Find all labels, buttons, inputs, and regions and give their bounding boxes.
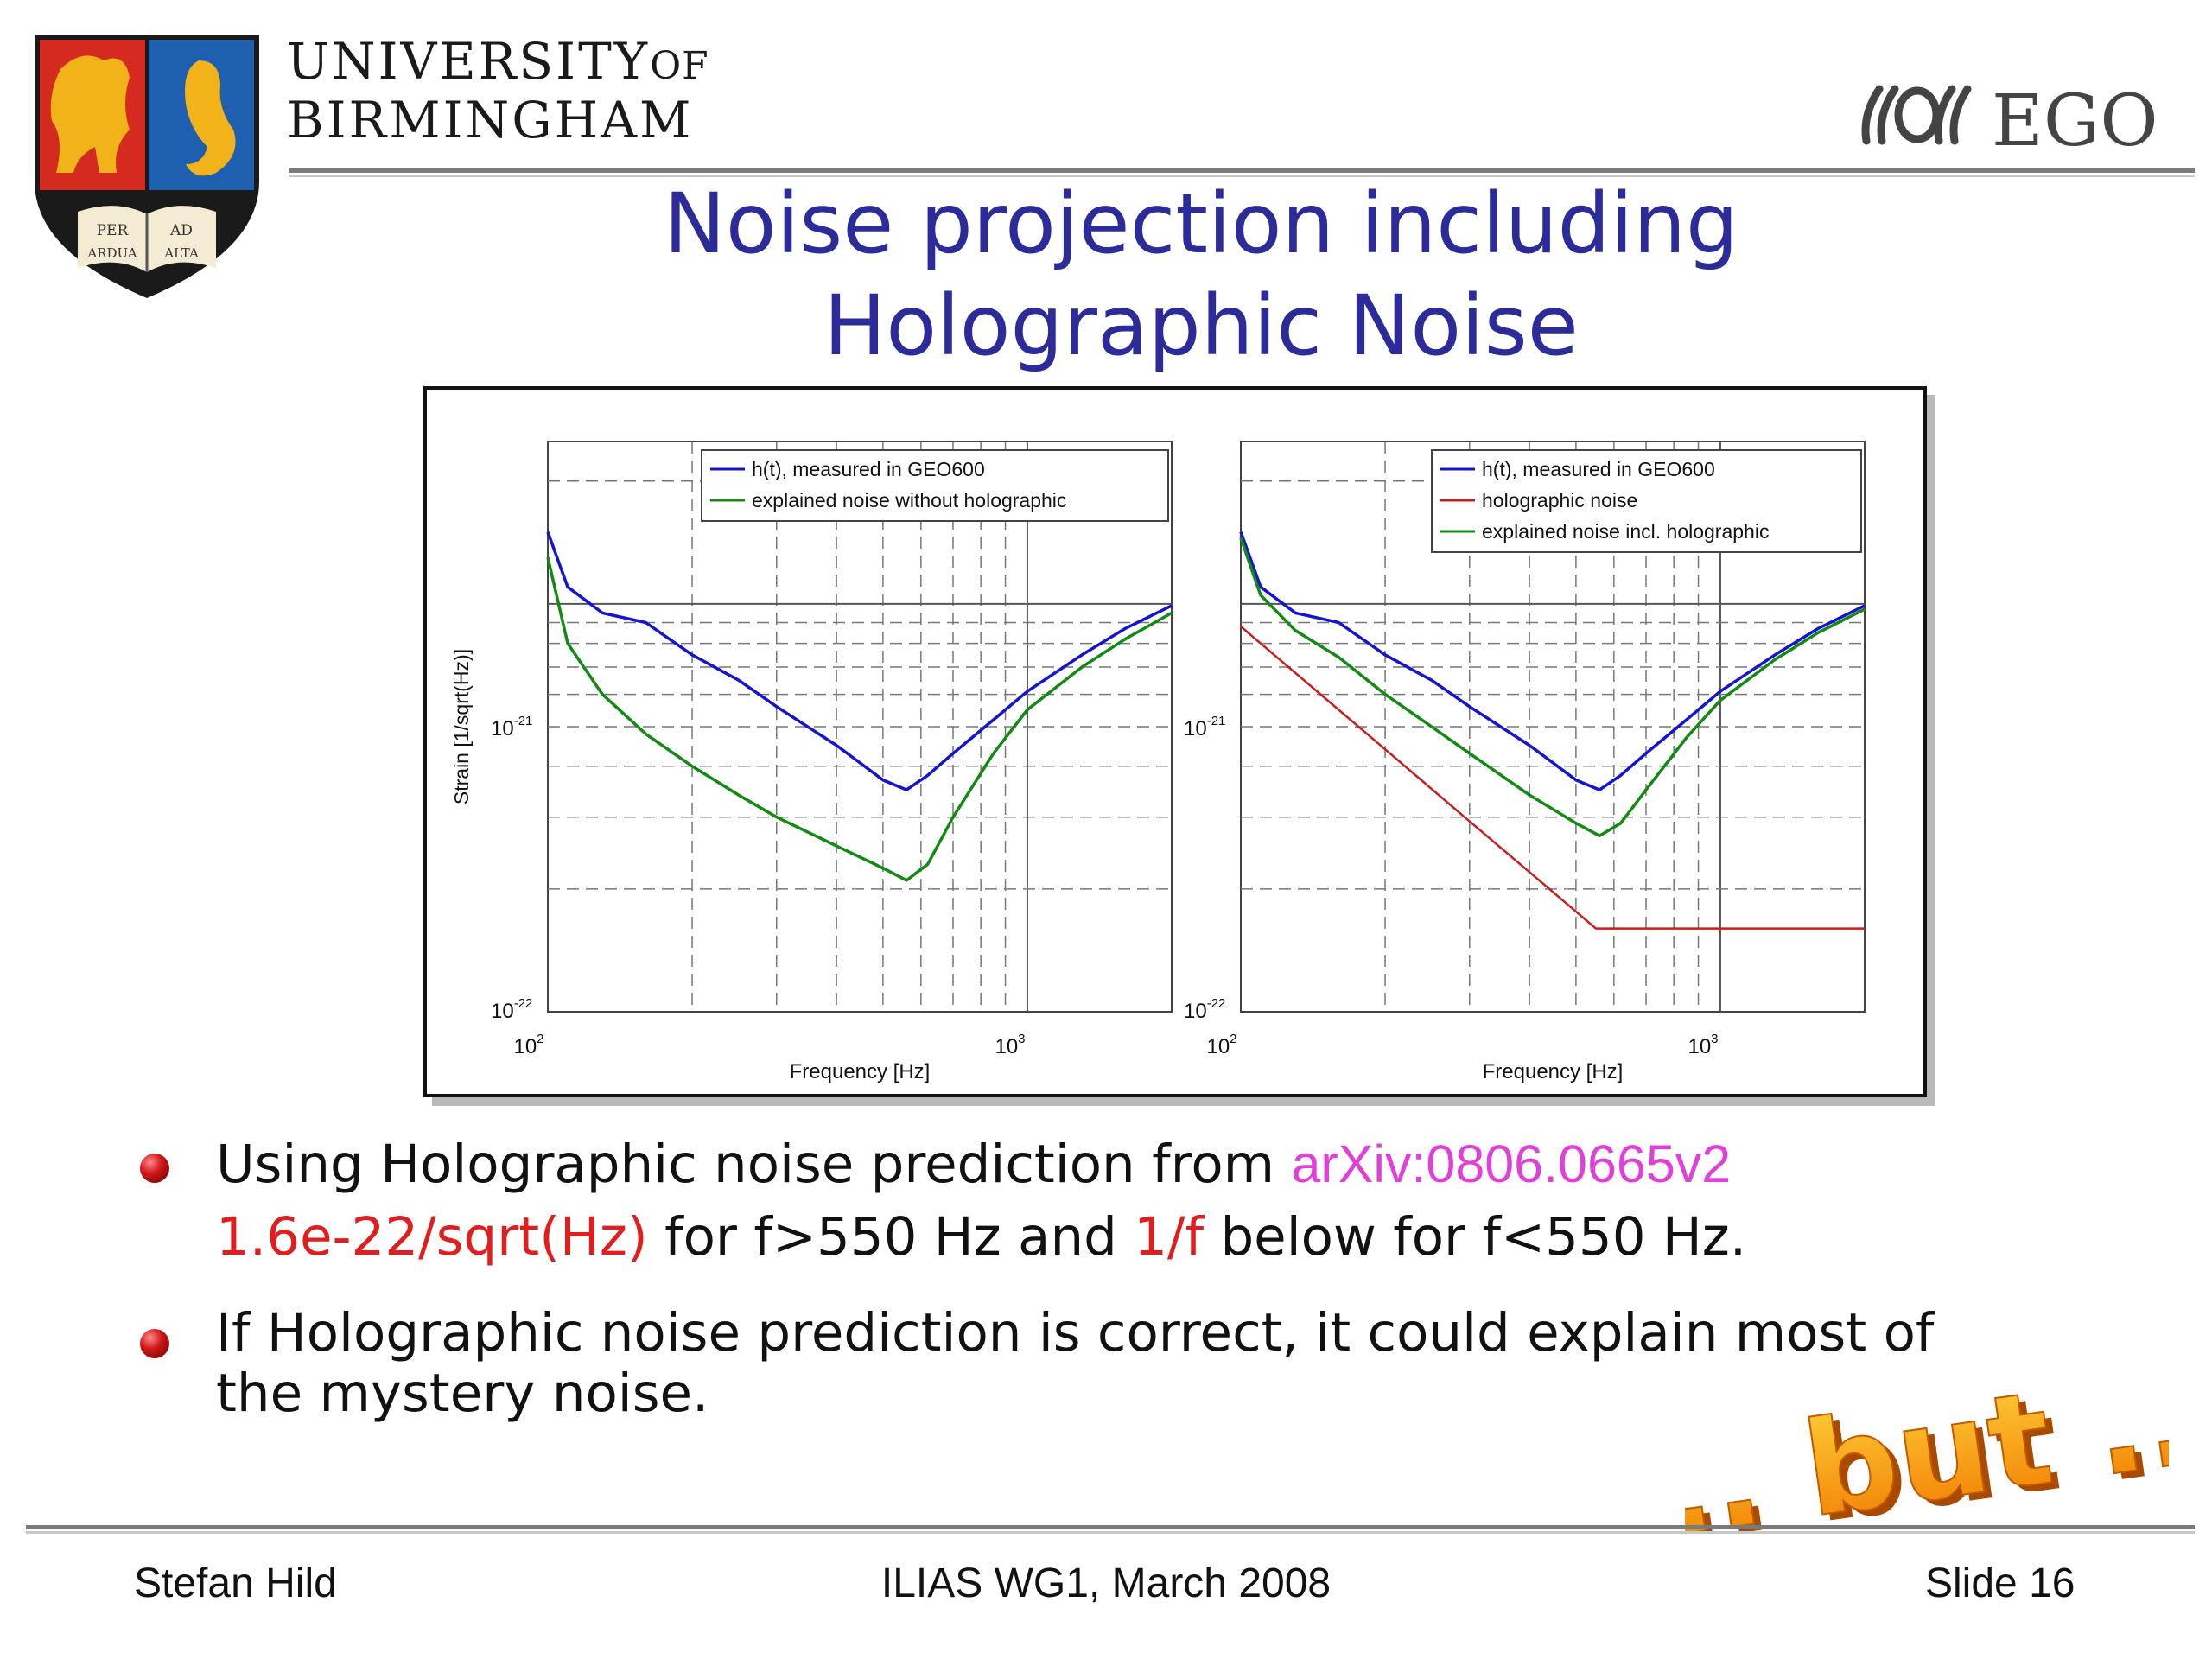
header-rule [289, 168, 2195, 173]
panel-right-xtick-100: 102 [1206, 1032, 1236, 1058]
panel-right: h(t), measured in GEO600 holographic noi… [1184, 441, 1866, 1084]
legend-right-explained-incl: explained noise incl. holographic [1482, 520, 1769, 543]
bullet-1-marker [140, 1154, 169, 1183]
university-crest-logo: PER AD ARDUA ALTA [35, 35, 259, 298]
panel-right-xtick-1000: 103 [1688, 1032, 1718, 1058]
panel-right-ytick-1e-21: 10-21 [1184, 714, 1225, 741]
panel-left-xtick-100: 102 [513, 1032, 543, 1058]
arxiv-reference: arXiv:0806.0665v2 [1291, 1135, 1732, 1193]
crest-motto-ad: AD [169, 222, 193, 239]
footer-event: ILIAS WG1, March 2008 [880, 1560, 1332, 1606]
bullet-1-mid: for f>550 Hz and [647, 1206, 1135, 1268]
bullet-1-text: Using Holographic noise prediction from … [216, 1128, 2117, 1274]
legend-right-ht: h(t), measured in GEO600 [1482, 458, 1715, 480]
ego-waves-icon [1861, 85, 1972, 145]
university-line2: BIRMINGHAM [287, 91, 694, 149]
legend-left-explained: explained noise without holographic [752, 489, 1066, 512]
panel-left-x-axis-label: Frequency [Hz] [790, 1060, 931, 1084]
series-line-1 [546, 556, 1173, 882]
holographic-noise-value: 1.6e-22/sqrt(Hz) [216, 1206, 648, 1268]
panel-left-ytick-1e-22: 10-22 [491, 996, 532, 1023]
series-line-1 [1240, 626, 1865, 930]
panel-right-ytick-1e-22: 10-22 [1184, 996, 1225, 1023]
noise-projection-figure: h(t), measured in GEO600 explained noise… [423, 386, 1927, 1097]
series-line-0 [1239, 531, 1866, 791]
ego-logo-text: EGO [1992, 80, 2158, 154]
panel-left-legend-box [701, 449, 1169, 522]
panel-left-legend: h(t), measured in GEO600 explained noise… [701, 449, 1169, 522]
plots-svg: h(t), measured in GEO600 explained noise… [450, 441, 1866, 1084]
footer-rule-shadow [26, 1531, 2195, 1534]
crest-motto-alta: ALTA [163, 245, 199, 261]
panel-right-x-axis-label: Frequency [Hz] [1483, 1060, 1624, 1084]
legend-left-ht: h(t), measured in GEO600 [752, 458, 985, 480]
footer-rule [26, 1525, 2195, 1529]
slide-title-line1: Noise projection including [664, 175, 1738, 272]
bullet-2-marker [140, 1329, 169, 1358]
series-line-0 [546, 531, 1173, 791]
slide-title: Noise projection including Holographic N… [484, 173, 1918, 377]
series-line-2 [1239, 537, 1866, 838]
bullet-1-tail: below for f<550 Hz. [1204, 1206, 1747, 1268]
bullet-1-lead: Using Holographic noise prediction from [216, 1134, 1292, 1195]
header-rule-shadow [289, 175, 2195, 177]
bullet-2-line2: the mystery noise. [216, 1363, 709, 1424]
panel-left-xtick-1000: 103 [995, 1032, 1025, 1058]
but-word-art: ... but ... ... but ... [1685, 1361, 2169, 1534]
crest-motto-per: PER [97, 222, 130, 239]
bullet-2-text: If Holographic noise prediction is corre… [216, 1303, 2160, 1424]
university-name: UNIVERSITYOF BIRMINGHAM [287, 35, 709, 147]
panel-left-series [546, 531, 1173, 882]
panel-left: h(t), measured in GEO600 explained noise… [450, 441, 1173, 1084]
panel-right-legend: h(t), measured in GEO600 holographic noi… [1431, 449, 1862, 553]
slide-title-line2: Holographic Noise [823, 277, 1579, 374]
bullet-2-line1: If Holographic noise prediction is corre… [216, 1302, 1935, 1363]
footer-author: Stefan Hild [134, 1560, 337, 1606]
crest-motto-ardua: ARDUA [86, 245, 137, 261]
panel-right-series [1239, 531, 1866, 930]
footer-slide-number: Slide 16 [1925, 1560, 2075, 1606]
y-axis-label: Strain [1/sqrt(Hz)] [450, 649, 473, 804]
university-line1: UNIVERSITY [287, 32, 651, 91]
panel-left-ytick-1e-21: 10-21 [491, 714, 532, 741]
ego-logo: EGO [1861, 80, 2158, 154]
university-of: OF [650, 44, 709, 88]
one-over-f: 1/f [1134, 1206, 1205, 1268]
legend-right-holographic: holographic noise [1482, 489, 1637, 512]
panel-right-legend-box [1431, 449, 1862, 553]
